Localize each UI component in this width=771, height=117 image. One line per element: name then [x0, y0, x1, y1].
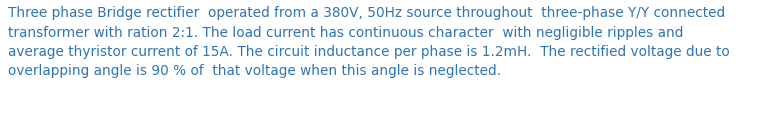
Text: Three phase Bridge rectifier  operated from a 380V, 50Hz source throughout  thre: Three phase Bridge rectifier operated fr… — [8, 6, 729, 79]
